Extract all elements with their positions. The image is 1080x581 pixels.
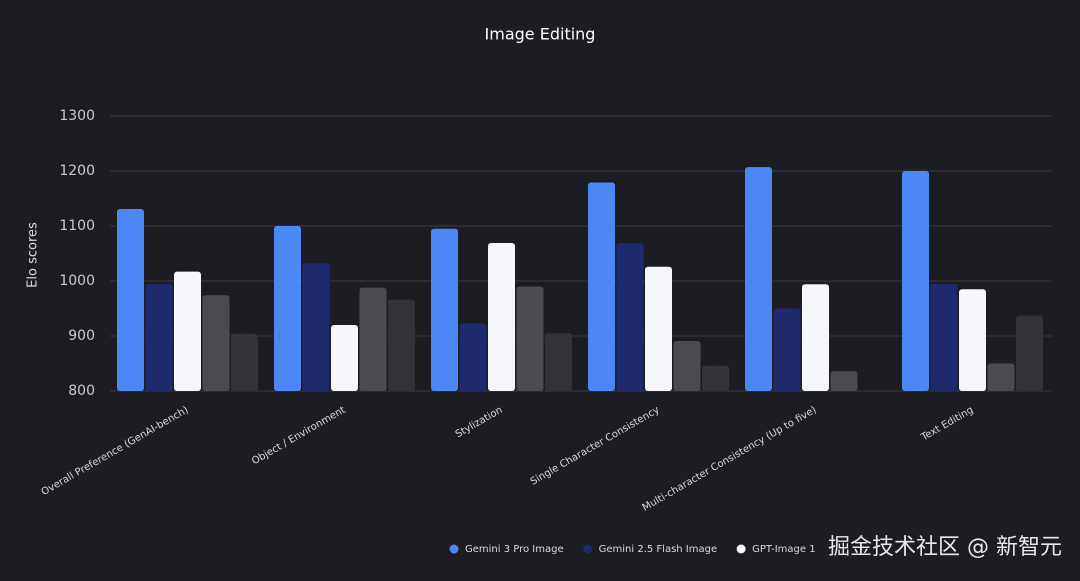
y-tick-label: 1100 (59, 218, 95, 234)
bar (302, 263, 330, 391)
y-tick-label: 1200 (59, 163, 95, 179)
bar (616, 243, 644, 391)
legend-label: GPT-Image 1 (752, 544, 815, 555)
bar (645, 266, 672, 391)
bar (145, 283, 173, 391)
bar (359, 287, 387, 391)
bar (959, 289, 986, 391)
bar (488, 243, 515, 391)
y-axis-label: Elo scores (26, 222, 41, 288)
bar (174, 271, 201, 391)
bar (431, 228, 458, 391)
bar (231, 333, 258, 391)
watermark: 掘金技术社区 @ 新智元 (828, 535, 1062, 560)
bar (987, 363, 1015, 391)
bar (773, 308, 801, 391)
bar (388, 299, 415, 391)
bar (673, 340, 701, 391)
bar (331, 325, 358, 391)
bar (588, 182, 615, 391)
chart-title: Image Editing (485, 25, 596, 44)
bar (1016, 315, 1043, 391)
y-tick-label: 1000 (59, 273, 95, 289)
legend-marker (583, 544, 593, 554)
bar (830, 371, 858, 391)
legend-label: Gemini 2.5 Flash Image (599, 544, 718, 555)
bar (930, 283, 958, 391)
bar (745, 167, 772, 391)
bar (202, 295, 230, 391)
bar (459, 323, 487, 391)
legend-marker (449, 544, 459, 554)
bar (802, 284, 829, 391)
bar (545, 333, 572, 391)
y-tick-label: 1300 (59, 108, 95, 124)
legend-marker (736, 544, 746, 554)
y-tick-label: 900 (68, 328, 95, 344)
y-tick-label: 800 (68, 383, 95, 399)
bar (117, 208, 144, 391)
bar (702, 365, 729, 391)
bar (902, 171, 929, 391)
bar (274, 226, 301, 391)
legend-label: Gemini 3 Pro Image (465, 544, 564, 555)
bar (516, 286, 544, 391)
